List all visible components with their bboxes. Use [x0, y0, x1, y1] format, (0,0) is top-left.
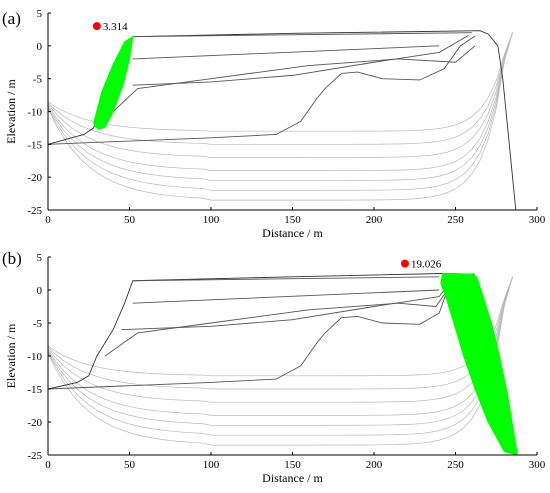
y-tick-label: -10 — [27, 107, 42, 119]
slope-lines — [47, 273, 476, 390]
slope-line — [112, 45, 476, 112]
y-tick-label: -5 — [33, 318, 43, 330]
slope-line — [132, 45, 440, 60]
x-tick-label: 50 — [124, 459, 136, 471]
panel-label: (a) — [2, 9, 21, 28]
y-tick-label: -5 — [33, 74, 43, 86]
contour-line — [47, 32, 513, 171]
contour-line — [47, 32, 513, 132]
slope-line — [47, 280, 134, 390]
x-tick-label: 200 — [366, 459, 383, 471]
x-tick-label: 300 — [529, 214, 546, 226]
x-axis-label: Distance / m — [262, 226, 323, 240]
contour-line — [47, 276, 513, 390]
slope-lines — [47, 30, 517, 211]
contour-line — [47, 32, 513, 201]
x-tick-label: 50 — [124, 214, 136, 226]
contour-line — [47, 32, 513, 191]
contour-line — [47, 276, 513, 436]
contour-line — [47, 276, 513, 426]
x-tick-label: 0 — [45, 214, 51, 226]
factor-of-safety-marker — [400, 259, 409, 268]
x-tick-label: 0 — [45, 459, 51, 471]
factor-of-safety-label: 19.026 — [411, 259, 442, 271]
y-tick-label: -25 — [27, 205, 42, 217]
panel-a: 0 50 100 150 200 250 30050-5-10-15-20-25Distan… — [2, 8, 546, 240]
y-tick-label: 0 — [37, 285, 43, 297]
panel-b: 0 50 100 150 200 250 30050-5-10-15-20-25Distan… — [2, 249, 546, 485]
slope-line — [132, 30, 517, 211]
contour-line — [47, 276, 513, 377]
contour-line — [47, 32, 513, 145]
y-tick-label: -15 — [27, 139, 42, 151]
contour-lines — [47, 276, 513, 446]
x-tick-label: 250 — [447, 459, 464, 471]
panel-label: (b) — [2, 249, 22, 268]
slope-line — [47, 279, 456, 390]
x-tick-label: 150 — [284, 214, 301, 226]
y-tick-label: -25 — [27, 450, 42, 462]
contour-line — [47, 276, 513, 446]
y-tick-label: -15 — [27, 384, 42, 396]
y-tick-label: 5 — [37, 8, 43, 20]
x-axis-label: Distance / m — [262, 471, 323, 485]
factor-of-safety-marker — [92, 22, 101, 31]
contour-line — [47, 32, 513, 181]
slope-line — [121, 279, 453, 331]
slope-line — [132, 32, 472, 38]
slope-line — [47, 35, 476, 145]
x-tick-label: 300 — [529, 459, 546, 471]
y-tick-label: -20 — [27, 417, 42, 429]
y-axis-label: Elevation / m — [4, 323, 18, 388]
y-tick-label: -20 — [27, 172, 42, 184]
contour-lines — [47, 32, 513, 201]
slope-line — [104, 289, 448, 357]
slope-line — [132, 34, 469, 86]
x-tick-label: 150 — [284, 459, 301, 471]
y-axis-label: Elevation / m — [4, 79, 18, 144]
slope-line — [132, 276, 440, 282]
x-tick-label: 250 — [447, 214, 464, 226]
y-tick-label: 0 — [37, 41, 43, 53]
factor-of-safety-label: 3.314 — [103, 21, 128, 33]
y-tick-label: -10 — [27, 351, 42, 363]
slope-line — [132, 289, 440, 304]
contour-line — [47, 276, 513, 416]
contour-line — [47, 276, 513, 403]
x-tick-label: 100 — [203, 214, 220, 226]
critical-slip-mass — [93, 35, 134, 130]
contour-line — [47, 32, 513, 158]
x-tick-label: 100 — [203, 459, 220, 471]
x-tick-label: 200 — [366, 214, 383, 226]
y-tick-label: 5 — [37, 252, 43, 264]
